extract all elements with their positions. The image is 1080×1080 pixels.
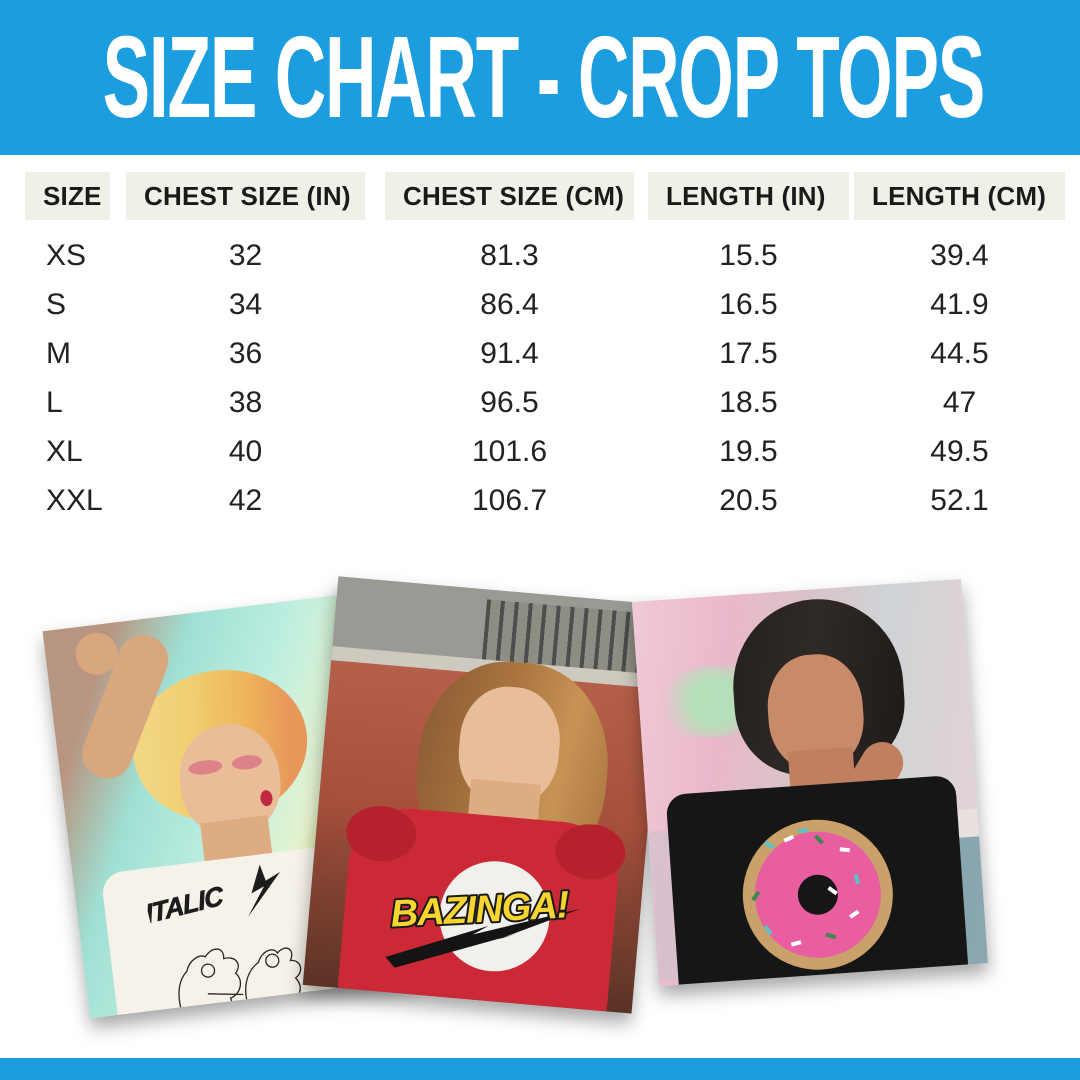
svg-text:BAZINGA!: BAZINGA! [390,884,570,935]
